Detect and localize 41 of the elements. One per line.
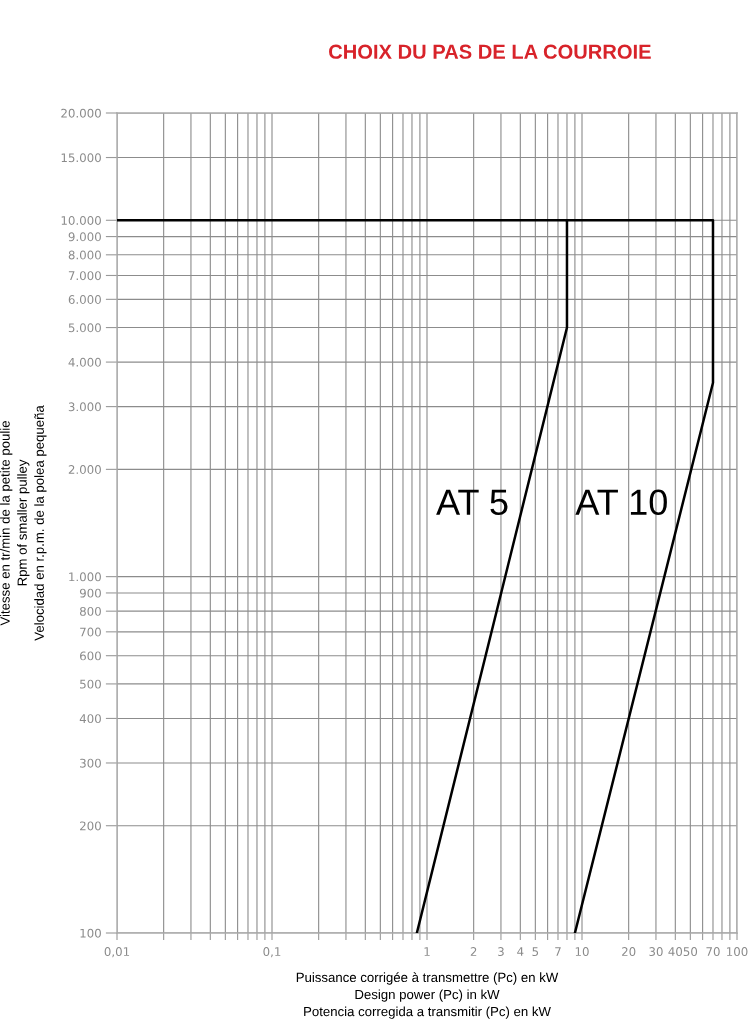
y-tick-label: 200 xyxy=(80,821,101,831)
y-tick-label: 5.000 xyxy=(68,323,101,333)
y-tick-label: 15.000 xyxy=(61,153,101,163)
y-tick-label: 8.000 xyxy=(68,250,101,260)
x-tick-label: 100 xyxy=(727,947,748,957)
y-tick-label: 20.000 xyxy=(61,108,101,118)
y-tick-label: 100 xyxy=(80,928,101,938)
x-tick-label: 50 xyxy=(683,947,698,957)
x-tick-label: 20 xyxy=(622,947,636,957)
y-tick-label: 900 xyxy=(79,588,101,598)
x-tick-label: 70 xyxy=(706,947,720,957)
x-tick-label: 0,1 xyxy=(263,947,281,958)
y-tick-label: 10.000 xyxy=(61,216,101,225)
y-tick-label: 1.000 xyxy=(69,572,101,582)
x-tick-label: 1 xyxy=(424,947,430,956)
y-tick-label: 3.000 xyxy=(68,402,101,412)
y-tick-label: 7.000 xyxy=(68,271,101,281)
x-axis-title: Puissance corrigée à transmettre (Pc) en kW Design power (Pc) in kW Potencia corregida a transmitir (Pc) en kW xyxy=(296,972,559,1019)
x-tick-label: 7 xyxy=(555,947,561,956)
y-tick-label: 600 xyxy=(80,651,101,661)
x-tick-label: 3 xyxy=(498,947,504,957)
chart-title: CHOIX DU PAS DE LA COURROIE xyxy=(329,44,651,59)
series-label: AT 5 xyxy=(436,489,508,516)
y-tick-label: 400 xyxy=(79,714,101,724)
series-label: AT 10 xyxy=(575,489,667,516)
y-axis-title: Vitesse en tr/min de la petite poulie Rpm of smaller pulley Velocidad en r.p.m. de la polea pequeña xyxy=(0,405,47,641)
y-tick-label: 2.000 xyxy=(68,465,101,475)
x-tick-label: 10 xyxy=(575,947,589,957)
x-tick-label: 0,01 xyxy=(104,947,130,958)
y-tick-label: 700 xyxy=(80,627,101,637)
y-tick-label: 4.000 xyxy=(68,357,101,367)
y-tick-label: 800 xyxy=(79,606,101,616)
y-tick-label: 6.000 xyxy=(68,295,101,304)
y-tick-label: 9.000 xyxy=(68,232,101,242)
x-tick-label: 2 xyxy=(470,947,477,956)
x-tick-label: 30 xyxy=(649,947,663,957)
y-tick-label: 300 xyxy=(80,758,101,768)
x-tick-label: 40 xyxy=(668,947,683,957)
y-tick-label: 500 xyxy=(80,679,101,689)
x-tick-label: 5 xyxy=(532,947,539,957)
x-tick-label: 4 xyxy=(517,947,524,956)
